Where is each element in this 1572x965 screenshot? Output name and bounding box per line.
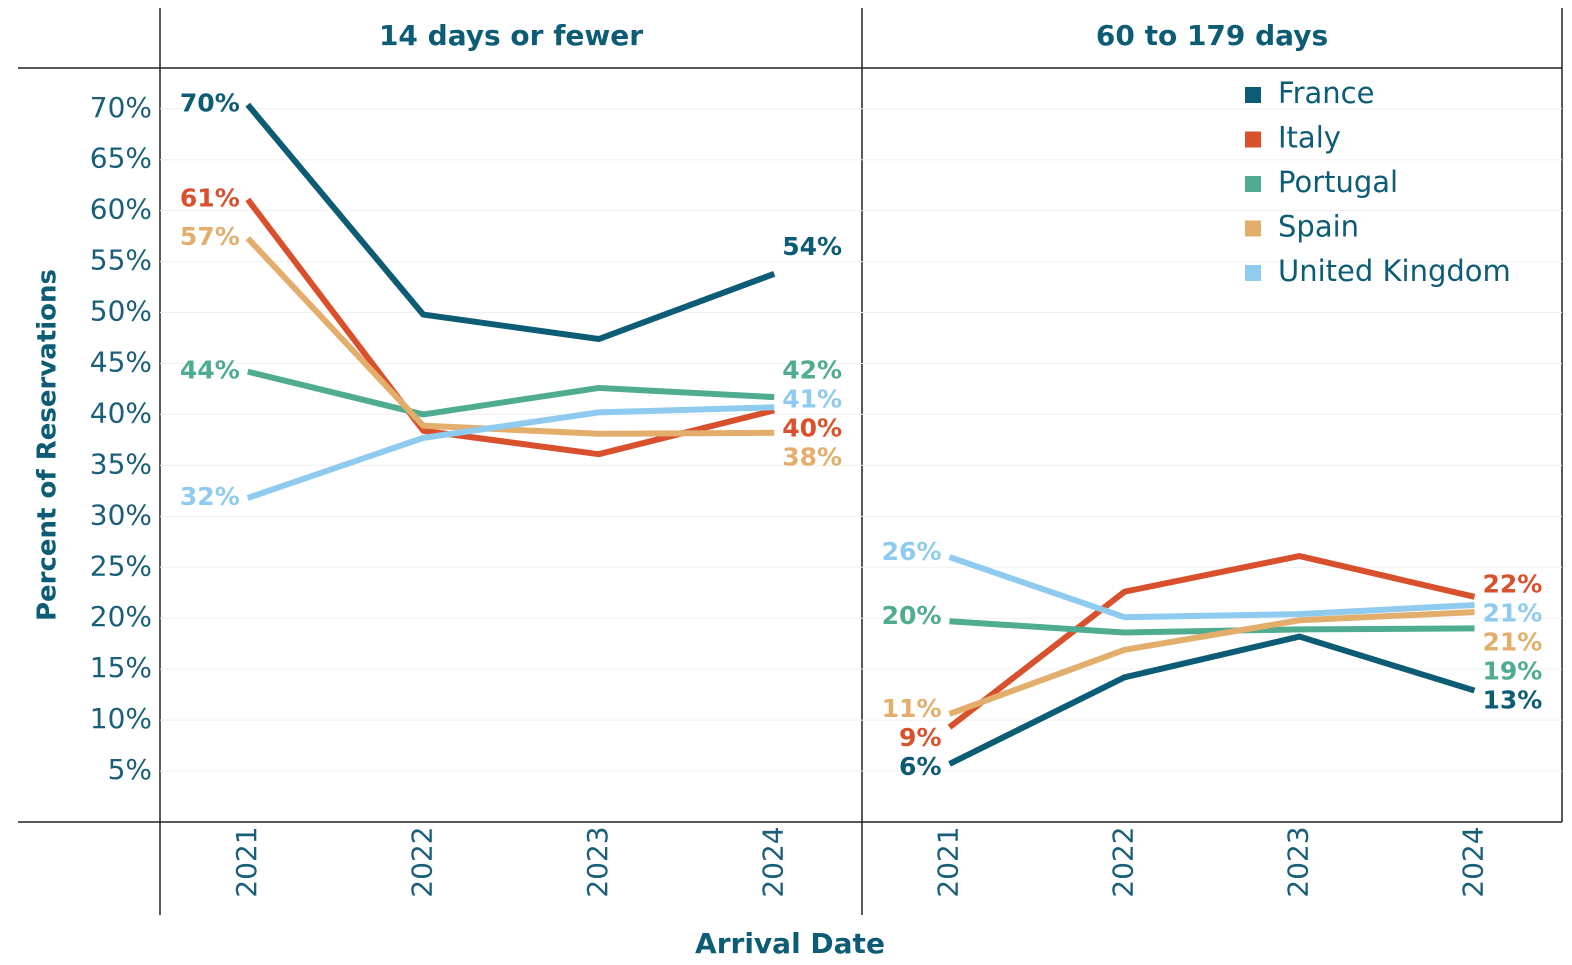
y-tick-label: 55%: [90, 244, 152, 277]
data-label: 54%: [782, 232, 842, 261]
x-tick-label: 2023: [581, 826, 614, 897]
panel-title: 60 to 179 days: [1096, 19, 1328, 52]
x-tick-label: 2024: [1457, 826, 1490, 897]
data-label: 21%: [1483, 628, 1543, 657]
legend-label: Portugal: [1278, 165, 1398, 199]
data-label: 13%: [1483, 686, 1543, 715]
series-line: [947, 553, 1476, 730]
data-label: 41%: [782, 384, 842, 413]
x-tick-label: 2023: [1282, 826, 1315, 897]
series-line: [246, 404, 775, 501]
y-tick-label: 15%: [90, 651, 152, 684]
y-tick-label: 10%: [90, 702, 152, 735]
y-tick-label: 60%: [90, 193, 152, 226]
x-tick-label: 2022: [405, 826, 438, 897]
x-tick-label: 2021: [230, 826, 263, 897]
series-line: [948, 554, 1475, 621]
y-tick-label: 70%: [90, 91, 152, 124]
series-line: [245, 102, 776, 343]
y-tick-label: 25%: [90, 549, 152, 582]
y-tick-label: 40%: [90, 396, 152, 429]
data-label: 21%: [1483, 599, 1543, 628]
legend-swatch: [1245, 87, 1261, 103]
series-line: [245, 236, 775, 437]
y-tick-label: 65%: [90, 142, 152, 175]
data-label: 22%: [1483, 570, 1543, 599]
legend-label: United Kingdom: [1278, 254, 1511, 288]
data-label: 40%: [782, 413, 842, 442]
legend-label: France: [1278, 76, 1374, 110]
data-label: 42%: [782, 355, 842, 384]
data-label: 44%: [180, 356, 240, 385]
legend-swatch: [1245, 176, 1261, 192]
legend-label: Spain: [1278, 210, 1359, 244]
data-label: 70%: [180, 89, 240, 118]
data-label: 6%: [899, 752, 941, 781]
data-label: 38%: [782, 442, 842, 471]
data-label: 61%: [180, 183, 240, 212]
data-label: 20%: [882, 601, 942, 630]
y-tick-label: 30%: [90, 498, 152, 531]
data-label: 32%: [180, 482, 240, 511]
x-axis-label: Arrival Date: [695, 927, 885, 960]
data-label: 26%: [882, 537, 942, 566]
data-label: 9%: [899, 723, 941, 752]
data-label: 57%: [180, 222, 240, 251]
y-tick-label: 35%: [90, 447, 152, 480]
y-tick-label: 5%: [108, 753, 152, 786]
data-label: 11%: [882, 694, 942, 723]
x-tick-label: 2021: [932, 826, 965, 897]
x-tick-label: 2024: [756, 826, 789, 897]
series-line: [247, 368, 775, 418]
data-label: 19%: [1483, 657, 1543, 686]
y-axis-label: Percent of Reservations: [33, 269, 63, 621]
legend-swatch: [1245, 131, 1261, 148]
y-tick-label: 20%: [90, 600, 152, 633]
x-tick-label: 2022: [1107, 826, 1140, 897]
legend-swatch: [1245, 220, 1261, 237]
y-tick-label: 50%: [90, 295, 152, 328]
legend-swatch: [1245, 265, 1261, 281]
series-line: [948, 609, 1475, 717]
series-line: [948, 633, 1476, 767]
series-line: [949, 618, 1475, 636]
panel-title: 14 days or fewer: [379, 19, 643, 52]
legend-label: Italy: [1278, 121, 1341, 155]
y-tick-label: 45%: [90, 345, 152, 378]
